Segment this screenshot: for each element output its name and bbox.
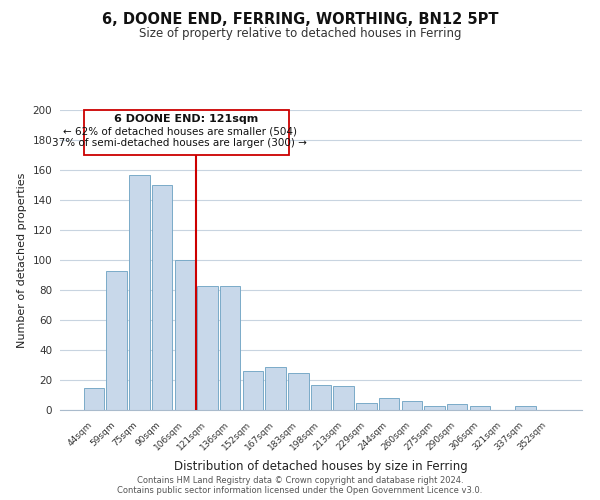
Text: ← 62% of detached houses are smaller (504): ← 62% of detached houses are smaller (50… xyxy=(62,126,296,136)
Bar xyxy=(242,371,263,410)
Bar xyxy=(424,406,445,410)
FancyBboxPatch shape xyxy=(84,110,289,155)
Bar xyxy=(356,402,377,410)
Y-axis label: Number of detached properties: Number of detached properties xyxy=(17,172,27,348)
Bar xyxy=(197,286,218,410)
Text: Contains public sector information licensed under the Open Government Licence v3: Contains public sector information licen… xyxy=(118,486,482,495)
Bar xyxy=(220,286,241,410)
Bar xyxy=(311,384,331,410)
Bar xyxy=(288,372,308,410)
Bar xyxy=(84,388,104,410)
Bar xyxy=(129,174,149,410)
Text: 37% of semi-detached houses are larger (300) →: 37% of semi-detached houses are larger (… xyxy=(52,138,307,148)
Bar xyxy=(470,406,490,410)
Bar xyxy=(401,401,422,410)
Text: Contains HM Land Registry data © Crown copyright and database right 2024.: Contains HM Land Registry data © Crown c… xyxy=(137,476,463,485)
Bar xyxy=(106,270,127,410)
Bar xyxy=(175,260,195,410)
Bar xyxy=(334,386,354,410)
Bar xyxy=(265,366,286,410)
Bar xyxy=(447,404,467,410)
Bar xyxy=(379,398,400,410)
Text: 6 DOONE END: 121sqm: 6 DOONE END: 121sqm xyxy=(115,114,259,124)
Bar xyxy=(152,185,172,410)
X-axis label: Distribution of detached houses by size in Ferring: Distribution of detached houses by size … xyxy=(174,460,468,473)
Text: 6, DOONE END, FERRING, WORTHING, BN12 5PT: 6, DOONE END, FERRING, WORTHING, BN12 5P… xyxy=(102,12,498,28)
Text: Size of property relative to detached houses in Ferring: Size of property relative to detached ho… xyxy=(139,28,461,40)
Bar xyxy=(515,406,536,410)
